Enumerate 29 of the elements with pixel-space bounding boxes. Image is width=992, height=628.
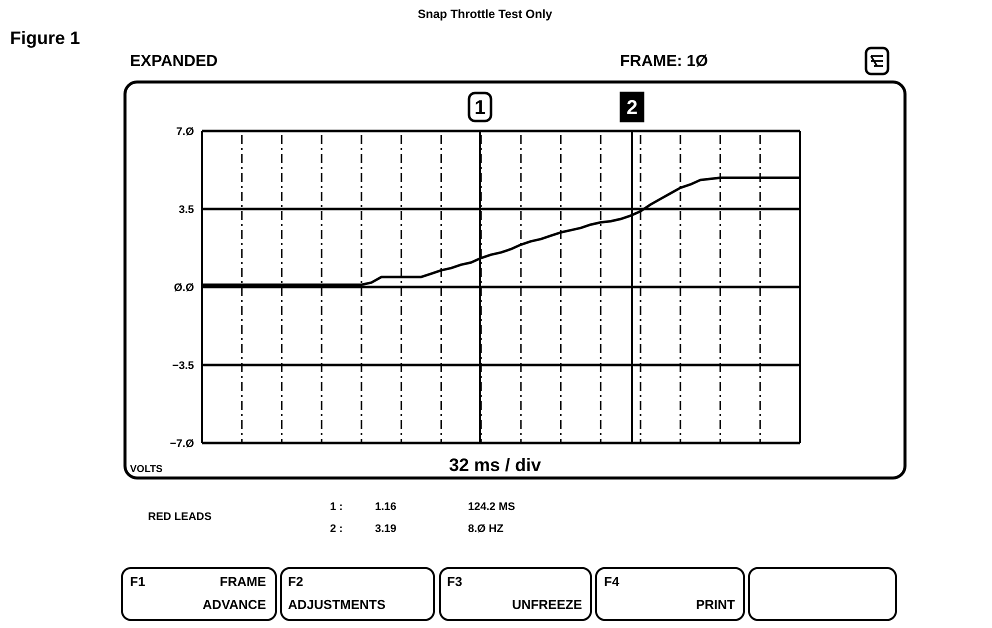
y-tick-label: 7.Ø [176, 126, 194, 138]
text: F1 [130, 574, 146, 589]
y-tick-label: −3.5 [172, 360, 194, 372]
text: 2 : [330, 523, 343, 535]
text: ADJUSTMENTS [288, 597, 386, 612]
y-tick-label: Ø.Ø [174, 282, 194, 294]
text: 1 : [330, 501, 343, 513]
text: F2 [288, 574, 304, 589]
text: FRAME [220, 574, 266, 589]
text: EXPANDED [130, 53, 218, 70]
text: 8.Ø HZ [468, 523, 504, 535]
text: 124.2 MS [468, 501, 516, 513]
text: FRAME: 1Ø [620, 53, 708, 70]
y-tick-label: 3.5 [178, 204, 194, 216]
chart-title: Snap Throttle Test Only [418, 7, 553, 21]
text: PRINT [696, 597, 736, 612]
text: RED LEADS [148, 511, 212, 523]
text: UNFREEZE [512, 597, 582, 612]
y-tick-label: −7.Ø [170, 438, 194, 450]
text: 2 [626, 97, 638, 119]
y-axis-title: VOLTS [130, 464, 163, 475]
x-axis-title: 32 ms / div [448, 455, 542, 475]
text: 1 [474, 97, 486, 119]
text: 1.16 [375, 501, 396, 513]
text: 3.19 [375, 523, 396, 535]
text: F3 [447, 574, 462, 589]
text: ADVANCE [202, 597, 266, 612]
text: F4 [604, 574, 620, 589]
caption: Figure 1 [10, 28, 80, 48]
